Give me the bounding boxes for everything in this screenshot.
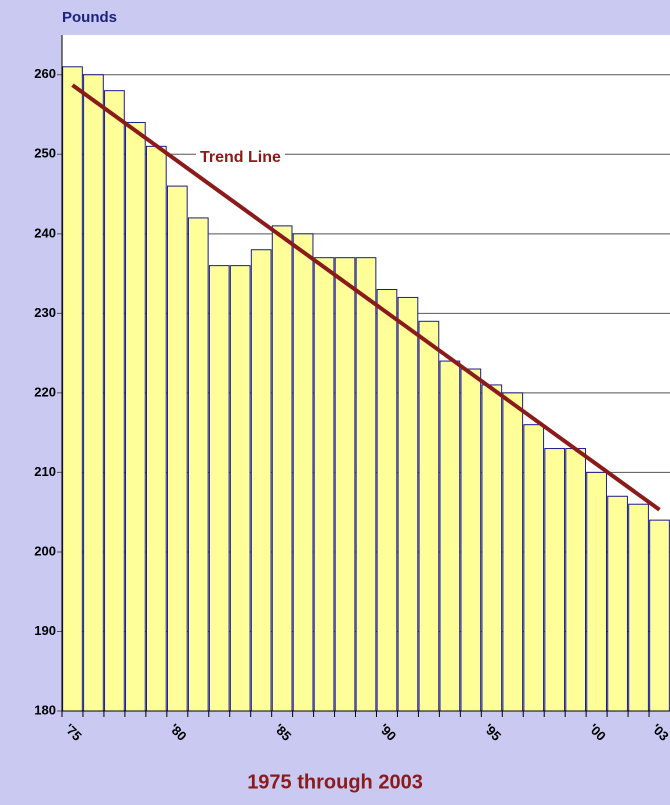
x-tick-label: '03 <box>649 721 670 744</box>
bar <box>418 320 440 712</box>
bar <box>565 448 587 712</box>
x-tick-label: '00 <box>586 721 609 744</box>
y-tick-label: 250 <box>34 146 56 161</box>
x-tick-label: '90 <box>376 721 399 744</box>
bar <box>250 249 272 712</box>
bar <box>334 257 356 712</box>
y-axis-label: Pounds <box>62 9 117 26</box>
x-tick-label: '95 <box>481 721 504 744</box>
bar <box>649 519 670 712</box>
bar <box>83 74 104 712</box>
trend-label: Trend Line <box>200 149 281 166</box>
bar <box>208 265 230 712</box>
bar <box>104 90 125 712</box>
y-tick-label: 230 <box>34 305 56 320</box>
y-tick-label: 180 <box>34 702 56 717</box>
bar <box>125 121 146 712</box>
x-tick-label: '85 <box>271 721 294 744</box>
bar <box>313 257 335 712</box>
bar <box>502 392 524 712</box>
bar <box>271 225 293 712</box>
bar <box>544 448 566 712</box>
bar <box>166 185 188 712</box>
bar <box>187 217 209 712</box>
bar <box>397 296 419 712</box>
bar <box>460 368 482 712</box>
y-tick-label: 220 <box>34 384 56 399</box>
y-tick-label: 210 <box>34 464 56 479</box>
y-tick-label: 200 <box>34 543 56 558</box>
y-tick-label: 190 <box>34 623 56 638</box>
bar <box>62 66 83 712</box>
y-tick-label: 240 <box>34 225 56 240</box>
bar <box>481 384 503 712</box>
x-tick-label: '80 <box>167 721 190 744</box>
bar <box>229 265 251 712</box>
bar <box>628 503 649 712</box>
bar <box>586 471 607 712</box>
bar <box>376 288 398 712</box>
trend-label-bg <box>196 148 285 168</box>
bar <box>523 424 545 712</box>
x-axis-label: 1975 through 2003 <box>247 771 423 793</box>
bar <box>292 233 314 712</box>
y-tick-label: 260 <box>34 66 56 81</box>
bar <box>439 360 461 712</box>
x-tick-label: '75 <box>62 721 85 744</box>
trend-line <box>71 83 661 512</box>
bar <box>607 495 628 712</box>
bar <box>145 145 167 712</box>
bar <box>355 257 377 712</box>
